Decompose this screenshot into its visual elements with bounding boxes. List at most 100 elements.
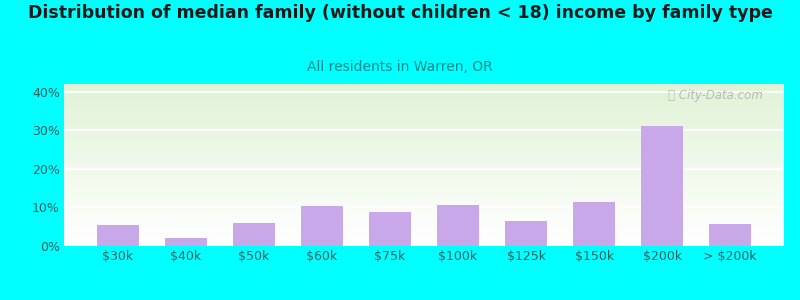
Bar <box>165 238 207 246</box>
Bar <box>64 194 784 196</box>
Bar <box>64 204 784 206</box>
Bar <box>64 128 784 129</box>
Bar <box>437 205 479 246</box>
Bar <box>64 206 784 207</box>
Bar <box>64 172 784 173</box>
Bar <box>64 87 784 89</box>
Bar <box>64 129 784 131</box>
Bar <box>64 170 784 172</box>
Text: All residents in Warren, OR: All residents in Warren, OR <box>307 60 493 74</box>
Bar <box>64 89 784 91</box>
Bar <box>64 147 784 149</box>
Text: Ⓢ City-Data.com: Ⓢ City-Data.com <box>667 89 762 102</box>
Bar <box>64 94 784 95</box>
Bar <box>64 231 784 233</box>
Bar <box>64 123 784 124</box>
Bar <box>64 236 784 238</box>
Bar <box>64 121 784 123</box>
Bar <box>64 126 784 128</box>
Bar <box>64 233 784 235</box>
Bar <box>64 99 784 100</box>
Bar <box>64 152 784 154</box>
Bar <box>64 144 784 146</box>
Bar <box>64 175 784 176</box>
Bar <box>64 209 784 210</box>
Bar <box>64 105 784 107</box>
Bar <box>64 184 784 186</box>
Bar <box>573 202 615 246</box>
Bar <box>64 189 784 191</box>
Bar <box>64 155 784 157</box>
Bar <box>64 108 784 110</box>
Bar <box>64 197 784 199</box>
Bar <box>64 115 784 116</box>
Bar <box>64 214 784 215</box>
Bar <box>64 168 784 170</box>
Bar <box>64 244 784 246</box>
Bar <box>64 202 784 204</box>
Bar <box>64 92 784 94</box>
Bar <box>64 188 784 189</box>
Bar <box>64 178 784 180</box>
Bar <box>64 193 784 194</box>
Bar <box>64 100 784 102</box>
Bar <box>64 176 784 178</box>
Bar <box>369 212 411 246</box>
Bar <box>64 134 784 136</box>
Bar <box>64 124 784 126</box>
Bar <box>64 235 784 236</box>
Bar <box>64 225 784 226</box>
Bar <box>64 238 784 239</box>
Bar <box>301 206 343 246</box>
Bar <box>64 142 784 144</box>
Bar <box>709 224 751 246</box>
Bar <box>64 160 784 162</box>
Bar <box>64 91 784 92</box>
Bar <box>64 165 784 166</box>
Bar <box>64 84 784 86</box>
Bar <box>64 226 784 228</box>
Bar <box>64 150 784 152</box>
Bar <box>64 201 784 202</box>
Bar <box>64 230 784 231</box>
Bar <box>64 196 784 197</box>
Bar <box>64 133 784 134</box>
Bar <box>64 220 784 222</box>
Bar <box>64 183 784 184</box>
Bar <box>64 85 784 87</box>
Bar <box>64 212 784 214</box>
Bar <box>64 222 784 223</box>
Bar <box>64 228 784 230</box>
Bar <box>64 181 784 183</box>
Bar <box>64 207 784 209</box>
Bar <box>64 157 784 158</box>
Bar <box>64 137 784 139</box>
Bar <box>64 136 784 137</box>
Bar <box>64 97 784 99</box>
Bar <box>641 126 683 246</box>
Bar <box>64 173 784 175</box>
Bar <box>64 107 784 108</box>
Bar <box>64 191 784 193</box>
Bar <box>64 102 784 103</box>
Bar <box>64 164 784 165</box>
Bar <box>64 131 784 133</box>
Bar <box>64 95 784 97</box>
Bar <box>64 139 784 141</box>
Bar <box>64 215 784 217</box>
Bar <box>64 154 784 155</box>
Bar <box>64 141 784 142</box>
Bar <box>64 223 784 225</box>
Bar <box>64 162 784 164</box>
Bar <box>64 103 784 105</box>
Bar <box>64 199 784 201</box>
Bar <box>64 210 784 212</box>
Bar <box>64 118 784 120</box>
Bar <box>97 225 139 246</box>
Bar <box>64 218 784 220</box>
Bar <box>64 239 784 241</box>
Bar <box>64 241 784 243</box>
Bar <box>64 113 784 115</box>
Bar <box>64 146 784 147</box>
Bar <box>505 221 547 246</box>
